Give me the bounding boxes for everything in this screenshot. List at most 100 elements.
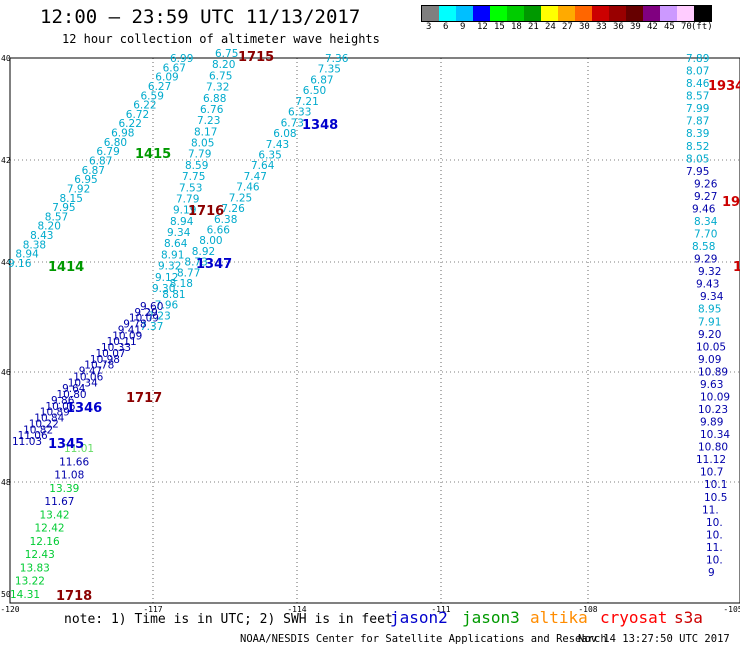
wave-height-label: 8.81 — [162, 289, 185, 301]
wave-height-label: 13.83 — [20, 563, 50, 575]
track-time-labels: 1715 1348 1415 1716 1414 1347 1717 1346 1345 1718… — [48, 50, 740, 604]
wave-height-label: 6.35 — [258, 150, 281, 162]
wave-height-label: 11. — [706, 542, 723, 554]
wave-height-label: 6.66 — [207, 225, 231, 237]
chart-title: 12:00 – 23:59 UTC 11/13/2017 — [40, 6, 361, 28]
wave-height-label: 9.27 — [694, 191, 717, 203]
wave-height-label: 10.22 — [29, 418, 59, 430]
latitude-labels: 40 42 44 46 48 50 — [1, 54, 11, 599]
wave-height-label: 7.36 — [325, 53, 349, 65]
wave-height-label: 10.5 — [704, 492, 727, 504]
wave-height-label: 6.95 — [74, 174, 97, 186]
wave-height-label: 8.57 — [686, 91, 709, 103]
wave-height-label: 11.01 — [64, 443, 94, 455]
scale-label: 27 — [562, 22, 573, 32]
wave-height-label: 8.38 — [23, 239, 46, 251]
wave-height-label: 10.34 — [700, 429, 730, 441]
wave-height-label: 10.82 — [23, 424, 53, 436]
wave-height-label: 10.78 — [84, 360, 114, 372]
scale-swatch — [473, 6, 490, 21]
lon-label: -105 — [723, 605, 740, 614]
wave-height-label: 6.98 — [111, 128, 134, 140]
scale-label: 33 — [596, 22, 607, 32]
lat-label: 40 — [1, 54, 11, 63]
track-time-label: 1348 — [302, 118, 338, 133]
scale-swatch — [660, 6, 677, 21]
track-time-label: 1934 — [708, 79, 740, 94]
wave-height-label: 8.94 — [15, 249, 39, 261]
wave-height-label: 8.46 — [686, 78, 710, 90]
wave-height-label: 7.91 — [698, 316, 721, 328]
wave-height-label: 13.22 — [15, 576, 45, 588]
wave-height-label: 9.41 — [118, 325, 141, 337]
wave-height-label: 10.05 — [696, 341, 726, 353]
wave-height-label: 7.26 — [221, 203, 245, 215]
credit-line: NOAA/NESDIS Center for Satellite Applica… — [240, 633, 607, 645]
scale-swatch — [643, 6, 660, 21]
wave-height-label: 8.15 — [60, 193, 83, 205]
lon-label: -111 — [431, 605, 450, 614]
wave-height-label: 9.63 — [700, 379, 723, 391]
wave-height-label: 8.39 — [686, 128, 709, 140]
scale-label: 42 — [647, 22, 658, 32]
wave-height-label: 8.07 — [686, 66, 709, 78]
scale-swatch — [490, 6, 507, 21]
wave-height-label: 9.32 — [158, 261, 181, 273]
wave-height-label: 9.32 — [698, 266, 721, 278]
wave-height-label: 6.22 — [119, 118, 142, 130]
wave-height-label: 6.59 — [141, 90, 164, 102]
wave-height-label: 6.87 — [310, 74, 333, 86]
wave-height-label: 7.43 — [266, 139, 289, 151]
wave-height-label: 8.91 — [161, 249, 184, 261]
wave-height-label: 6.79 — [96, 146, 119, 158]
lat-label: 44 — [1, 258, 11, 267]
legend-jason2: jason2 — [390, 608, 448, 627]
wave-height-label: 8.64 — [164, 238, 188, 250]
scale-swatch — [524, 6, 541, 21]
wave-height-label: 9.16 — [8, 258, 32, 270]
wave-height-label: 11.67 — [44, 496, 74, 508]
wave-height-label: 12.43 — [25, 549, 55, 561]
wave-height-label: 7.95 — [686, 166, 709, 178]
scale-label: 21 — [528, 22, 539, 32]
wave-height-label: 11. — [702, 504, 719, 516]
lat-label: 42 — [1, 156, 11, 165]
wave-height-label: 7.99 — [686, 103, 709, 115]
wave-height-label: 7.95 — [52, 202, 75, 214]
wave-height-label: 9.47 — [79, 366, 102, 378]
wave-height-label: 9.34 — [167, 227, 191, 239]
footnote: note: 1) Time is in UTC; 2) SWH is in fe… — [64, 612, 393, 627]
wave-height-label: 10.07 — [96, 348, 126, 360]
wave-height-label: 9.78 — [123, 319, 146, 331]
wave-height-label: 12.16 — [30, 536, 60, 548]
wave-height-label: 7.53 — [179, 182, 202, 194]
wave-height-label: 6.08 — [273, 128, 296, 140]
wave-height-label: 8.05 — [686, 153, 709, 165]
wave-height-label: 6.87 — [89, 156, 112, 168]
wave-height-label: 10.98 — [90, 354, 120, 366]
scale-swatch — [677, 6, 694, 21]
wave-height-label: 9.34 — [700, 291, 724, 303]
scale-label: 39 — [630, 22, 641, 32]
scale-swatch — [422, 6, 439, 21]
wave-height-label: 11.06 — [18, 430, 48, 442]
wave-height-label: 7.37 — [140, 321, 163, 333]
scale-label: 9 — [460, 22, 466, 32]
wave-height-label: 6.80 — [104, 137, 127, 149]
wave-height-label: 8.52 — [686, 141, 709, 153]
wave-height-label: 10.7 — [700, 467, 723, 479]
wave-height-label: 13.39 — [49, 483, 79, 495]
wave-height-label: 10. — [706, 555, 723, 567]
wave-height-label: 10.33 — [101, 342, 131, 354]
wave-height-label: 7.79 — [176, 194, 199, 206]
wave-height-label: 9 — [708, 567, 715, 579]
legend-jason3: jason3 — [462, 608, 520, 627]
wave-height-label: 9.20 — [698, 329, 721, 341]
wave-height-label: 9.60 — [140, 301, 163, 313]
wave-height-label: 9.43 — [696, 279, 719, 291]
track-time-label: 1715 — [238, 50, 274, 65]
scale-label: 45 — [664, 22, 675, 32]
wave-height-label: 9.29 — [134, 307, 157, 319]
lat-label: 50 — [1, 590, 11, 599]
wave-height-label: 9.19 — [173, 205, 196, 217]
